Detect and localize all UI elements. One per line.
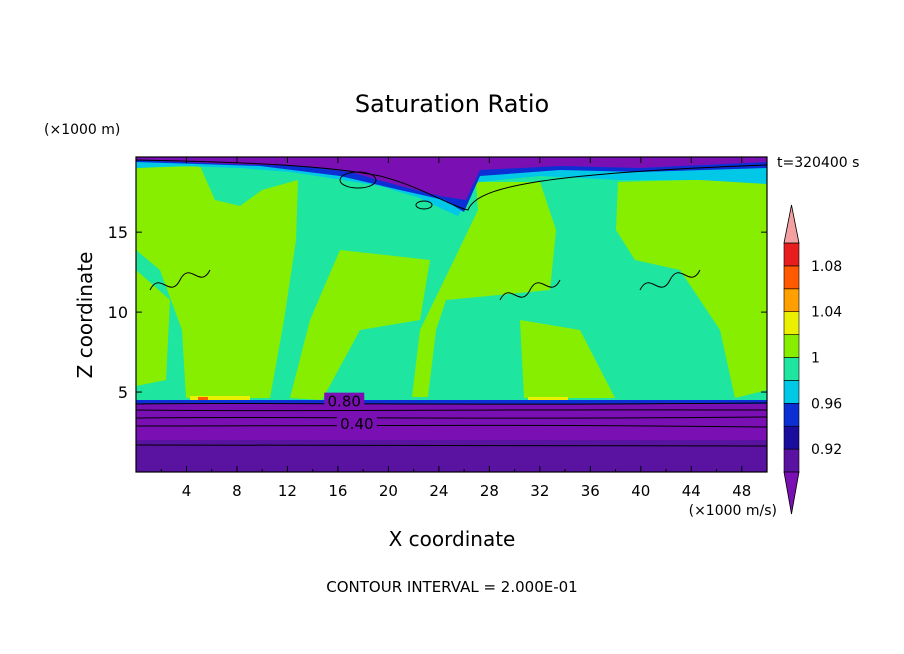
contour-line-060 bbox=[136, 416, 767, 419]
contour-line-ripple bbox=[149, 269, 211, 291]
colorbar: 0.92 0.96 1 1.04 1.08 bbox=[783, 204, 842, 515]
contour-line-ripple bbox=[499, 279, 561, 301]
region-level-4 bbox=[198, 397, 208, 400]
y-tick-label: 15 bbox=[108, 223, 128, 242]
y-axis-unit: (×1000 m) bbox=[44, 122, 120, 138]
region-level-1-lower-right bbox=[520, 320, 615, 398]
x-tick-label: 20 bbox=[379, 482, 398, 500]
region-level-1-center bbox=[412, 182, 556, 397]
x-tick-label: 48 bbox=[732, 482, 751, 500]
colorbar-segment bbox=[783, 288, 800, 312]
colorbar-tick-label: 1.08 bbox=[811, 259, 842, 275]
upper-dry-band-purple bbox=[136, 157, 767, 200]
colorbar-segment bbox=[783, 265, 800, 290]
x-tick-label: 12 bbox=[278, 482, 297, 500]
colorbar-tick-label: 0.92 bbox=[811, 442, 842, 458]
x-axis-label: X coordinate bbox=[389, 527, 516, 551]
colorbar-segment bbox=[783, 402, 800, 427]
colorbar-segment bbox=[783, 380, 800, 404]
lower-transition-band bbox=[136, 400, 767, 406]
region-level-1-strip bbox=[136, 270, 170, 386]
contour-line-020 bbox=[136, 444, 767, 447]
contour-line-040 bbox=[136, 424, 767, 428]
contour-value-label: 0.40 bbox=[340, 415, 373, 433]
y-tick-label: 10 bbox=[108, 303, 128, 322]
colorbar-segment bbox=[783, 311, 800, 335]
colorbar-over-arrow bbox=[783, 204, 800, 244]
x-tick-label: 32 bbox=[530, 482, 549, 500]
contour-loop bbox=[339, 171, 377, 189]
x-tick-label: 4 bbox=[182, 482, 192, 500]
time-label: t=320400 s bbox=[777, 155, 859, 171]
colorbar-segment bbox=[783, 425, 800, 450]
x-axis-unit: (×1000 m/s) bbox=[689, 503, 777, 519]
colorbar-segment bbox=[783, 334, 800, 358]
contour-value-label: 0.80 bbox=[328, 393, 361, 411]
contour-line-upper bbox=[136, 159, 767, 211]
contour-line-080 bbox=[136, 409, 767, 412]
region-level-1-mid bbox=[290, 250, 430, 400]
x-tick-label: 8 bbox=[232, 482, 242, 500]
contour-label-bg bbox=[324, 392, 365, 408]
chart-title: Saturation Ratio bbox=[355, 90, 549, 118]
region-level-1-left bbox=[136, 166, 298, 398]
x-tick-label: 36 bbox=[581, 482, 600, 500]
colorbar-segment bbox=[783, 357, 800, 381]
region-level-1-right bbox=[616, 178, 767, 398]
x-tick-label: 44 bbox=[682, 482, 701, 500]
plot-frame bbox=[135, 156, 768, 473]
x-tick-label: 16 bbox=[328, 482, 347, 500]
region-level-2-right bbox=[528, 397, 568, 400]
colorbar-segment bbox=[783, 242, 800, 267]
contour-lines bbox=[136, 159, 767, 447]
colorbar-segment bbox=[783, 448, 800, 473]
y-axis-label: Z coordinate bbox=[73, 252, 97, 379]
colorbar-tick-label: 1.04 bbox=[811, 305, 842, 321]
colorbar-tick-label: 1 bbox=[811, 351, 820, 367]
contour-loop-small bbox=[415, 200, 433, 210]
colorbar-tick-label: 0.96 bbox=[811, 396, 842, 412]
contour-interval-footer: CONTOUR INTERVAL = 2.000E-01 bbox=[326, 578, 577, 596]
contour-label-bg bbox=[336, 415, 377, 431]
contour-line-ripple bbox=[639, 269, 701, 291]
x-tick-label: 28 bbox=[480, 482, 499, 500]
plot-area: 0.80 0.40 bbox=[136, 157, 767, 472]
x-tick-label: 40 bbox=[631, 482, 650, 500]
x-tick-label: 24 bbox=[429, 482, 448, 500]
y-tick-label: 5 bbox=[118, 383, 128, 402]
region-level-2 bbox=[190, 396, 250, 400]
colorbar-under-arrow bbox=[783, 471, 800, 515]
